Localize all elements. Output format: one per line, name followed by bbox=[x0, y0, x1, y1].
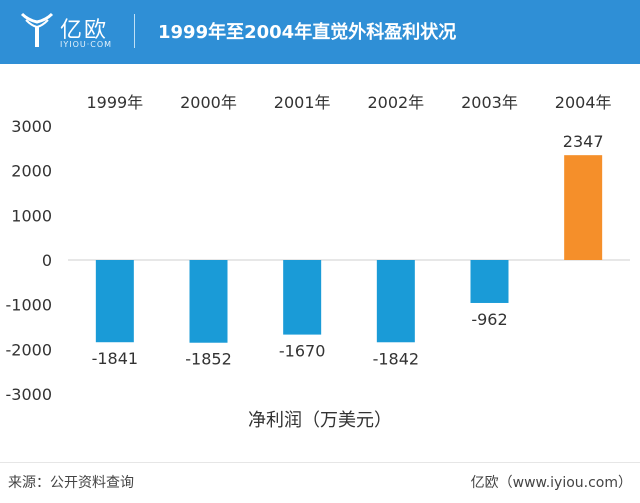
logo-subtext: IYIOU·COM bbox=[60, 40, 113, 49]
category-label: 2004年 bbox=[555, 93, 612, 112]
category-label: 2001年 bbox=[274, 93, 331, 112]
y-tick-label: -1000 bbox=[6, 296, 53, 315]
data-label: -1670 bbox=[279, 342, 326, 361]
data-label: -1852 bbox=[185, 350, 232, 369]
y-tick-label: -3000 bbox=[6, 385, 53, 404]
y-tick-label: 2000 bbox=[11, 162, 52, 181]
bar-2000年 bbox=[189, 260, 228, 343]
category-label: 1999年 bbox=[86, 93, 143, 112]
y-tick-label: 1000 bbox=[11, 206, 52, 225]
bar-2004年 bbox=[564, 155, 603, 260]
y-tick-label: -2000 bbox=[6, 340, 53, 359]
data-label: -962 bbox=[471, 310, 507, 329]
data-label: -1841 bbox=[92, 349, 139, 368]
bar-2001年 bbox=[283, 260, 322, 335]
category-label: 2003年 bbox=[461, 93, 518, 112]
bar-2003年 bbox=[470, 260, 509, 303]
bar-2002年 bbox=[376, 260, 415, 343]
bar-1999年 bbox=[95, 260, 134, 343]
iyiou-logo-icon bbox=[20, 12, 54, 47]
footer-divider bbox=[0, 462, 640, 463]
y-tick-label: 0 bbox=[42, 251, 52, 270]
data-label: -1842 bbox=[373, 349, 420, 368]
header-divider bbox=[134, 14, 135, 48]
header-bar: 亿欧 IYIOU·COM 1999年至2004年直觉外科盈利状况 bbox=[0, 0, 640, 64]
x-axis-label: 净利润（万美元） bbox=[248, 410, 392, 431]
data-label: 2347 bbox=[563, 132, 604, 151]
category-label: 2002年 bbox=[367, 93, 424, 112]
y-tick-label: 3000 bbox=[11, 117, 52, 136]
footer-source: 来源：公开资料查询 bbox=[8, 475, 134, 491]
category-label: 2000年 bbox=[180, 93, 237, 112]
profit-bar-chart: 1999年 2000年 2001年 2002年 2003年 2004年 3000 2000 1… bbox=[6, 93, 630, 431]
logo-text: 亿欧 bbox=[60, 18, 109, 43]
page-title: 1999年至2004年直觉外科盈利状况 bbox=[158, 22, 457, 43]
footer-credit: 亿欧（www.iyiou.com） bbox=[470, 475, 632, 491]
